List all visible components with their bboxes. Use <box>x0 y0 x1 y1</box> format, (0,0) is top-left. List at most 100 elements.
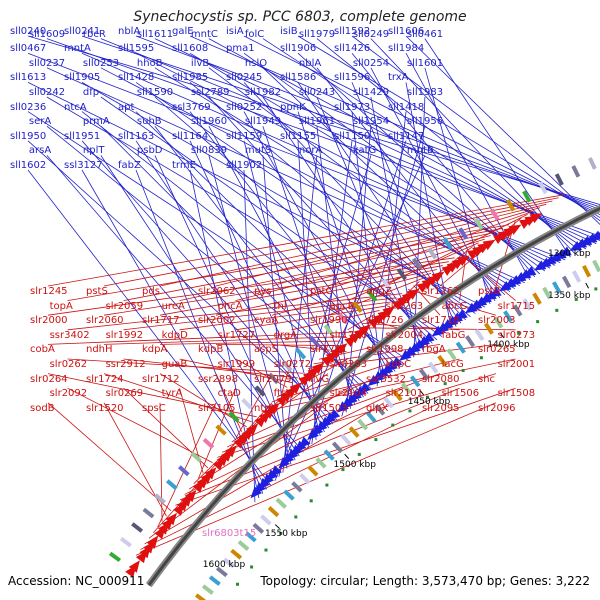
backbone-core <box>147 206 600 587</box>
gc-marker <box>294 515 298 519</box>
kbp-marker-label: 1450 kbp <box>407 396 451 407</box>
reverse-gene-arrow <box>467 249 480 260</box>
gene-label: sll1961 <box>298 116 336 128</box>
misc-feature-bar <box>493 316 504 329</box>
gene-label: kdpB <box>198 344 224 356</box>
leader-line <box>135 402 497 556</box>
leader-line <box>281 358 292 393</box>
gc-marker <box>498 343 502 347</box>
gene-label: slr1263 <box>385 300 424 312</box>
gene-label: sll1147 <box>388 130 425 142</box>
misc-feature-bar <box>331 441 343 454</box>
gene-label: slr1508 <box>497 388 536 400</box>
misc-feature-bar <box>254 385 266 397</box>
gene-label: pma1 <box>226 43 255 55</box>
leader-line <box>413 96 426 358</box>
leader-line <box>148 402 329 539</box>
reverse-gene-arrow <box>212 458 225 471</box>
gene-label: phcA <box>217 300 243 312</box>
reverse-gene-arrow <box>254 415 267 428</box>
gene-label: slr1718 <box>422 315 460 327</box>
misc-feature-bar <box>582 264 592 278</box>
gene-label: suhB <box>136 116 162 128</box>
gene-label: slr0272 <box>273 359 312 370</box>
misc-feature-bar <box>474 217 484 231</box>
misc-feature-bar <box>503 310 513 323</box>
gene-label: ssl3769 <box>172 101 211 113</box>
misc-feature-bar <box>267 372 280 385</box>
gc-marker <box>479 356 483 360</box>
gene-label: slr1999 <box>217 359 256 370</box>
misc-feature-bar <box>396 268 407 281</box>
gene-label: psbD <box>136 145 163 157</box>
leader-line <box>159 265 443 316</box>
reverse-gene-arrow <box>276 394 289 407</box>
gc-marker <box>574 297 578 301</box>
gene-label: sll1426 <box>334 43 371 55</box>
reverse-gene-arrow <box>298 374 311 387</box>
leader-line <box>405 35 600 225</box>
misc-feature-bar <box>592 259 600 273</box>
leader-line <box>100 96 443 337</box>
gene-label: sll1949 <box>244 116 282 128</box>
forward-gene-arrow <box>569 241 582 251</box>
gene-label: sll1902 <box>226 160 263 171</box>
leader-line <box>291 310 380 331</box>
leader-line <box>236 373 273 438</box>
misc-feature-bar <box>374 403 386 416</box>
leader-line <box>179 387 460 501</box>
gene-label: sll1429 <box>352 87 390 98</box>
leader-line <box>67 387 213 463</box>
misc-feature-bar <box>202 437 215 449</box>
leader-line <box>198 388 236 479</box>
gc-marker <box>594 287 598 291</box>
gene-label: slr1724 <box>86 373 124 385</box>
gene-label: ntpJ <box>254 402 274 414</box>
misc-feature-bar <box>295 347 307 360</box>
leader-line <box>159 200 553 287</box>
forward-gene-arrow <box>278 456 290 469</box>
gene-label: slr2062 <box>198 286 236 297</box>
misc-feature-bar <box>275 497 287 509</box>
gc-marker <box>517 331 521 335</box>
kbp-tick <box>500 332 505 339</box>
leader-line <box>215 269 438 316</box>
misc-feature-bar <box>392 389 403 402</box>
gene-label: pstC <box>310 286 333 297</box>
gene-label: slr2001 <box>497 359 536 370</box>
misc-feature-bar <box>307 465 319 477</box>
gene-label: sll0252 <box>226 101 263 113</box>
misc-feature-bar <box>195 593 207 600</box>
gc-marker <box>461 369 465 373</box>
reverse-gene-arrow <box>519 218 532 229</box>
gene-label: slr2096 <box>478 402 516 414</box>
leader-line <box>81 82 481 311</box>
gene-label: thl <box>273 300 287 312</box>
forward-gene-arrow <box>499 280 512 292</box>
leader-line <box>208 38 592 247</box>
leader-line <box>274 155 426 482</box>
gene-label: slr1506 <box>441 388 480 400</box>
gene-label: tyrA <box>161 388 183 400</box>
gene-label: ftsY <box>273 388 293 400</box>
leader-line <box>271 344 330 351</box>
gene-label: topA <box>49 300 73 312</box>
kbp-tick <box>585 282 590 289</box>
misc-feature-bar <box>428 361 439 374</box>
misc-feature-bar <box>427 247 438 260</box>
misc-feature-bar <box>409 375 421 388</box>
kbp-tick <box>344 453 350 460</box>
gene-label: ilvG <box>310 373 330 385</box>
misc-feature-bar <box>323 324 335 336</box>
misc-feature-bar <box>230 548 243 560</box>
gene-label: sll1606 <box>388 26 425 37</box>
kbp-tick <box>419 389 425 396</box>
gene-label: slr2060 <box>86 315 124 327</box>
reverse-gene-arrow <box>192 480 205 494</box>
kbp-marker-label: 1550 kbp <box>265 529 308 540</box>
gene-label: pstB <box>478 286 501 297</box>
reverse-gene-arrow <box>456 255 470 267</box>
leader-line <box>351 82 457 327</box>
gene-label: mntB <box>406 145 434 157</box>
